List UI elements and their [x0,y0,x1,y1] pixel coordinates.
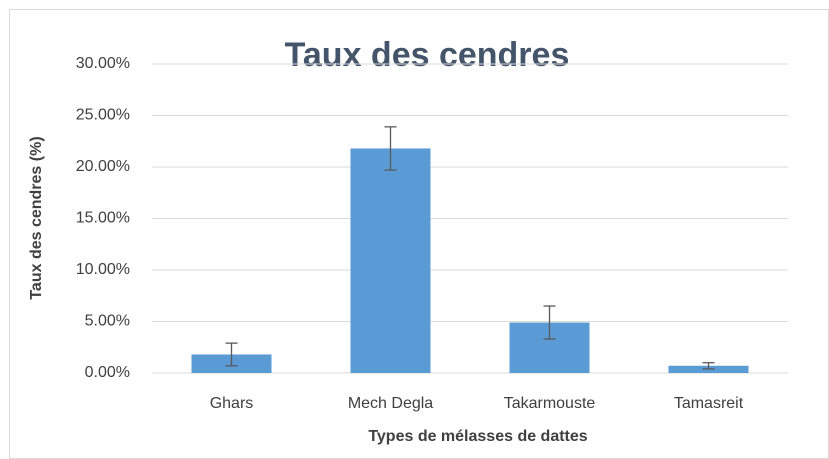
y-axis-label: Taux des cendres (%) [28,136,45,299]
error-bar [384,126,397,171]
x-tick-label: Ghars [210,395,254,412]
error-bar [702,362,715,370]
y-tick-label: 30.00% [76,55,130,72]
x-tick-label: Tamasreit [674,395,744,412]
y-tick-label: 15.00% [76,210,130,227]
y-tick-label: 20.00% [76,158,130,175]
x-tick-label: Mech Degla [348,395,433,412]
x-tick-label: Takarmouste [504,395,596,412]
y-tick-label: 5.00% [85,313,130,330]
error-bar [543,305,556,340]
chart-title: Taux des cendres [285,36,570,74]
error-bar [225,342,238,367]
y-tick-label: 0.00% [85,364,130,381]
y-tick-label: 25.00% [76,107,130,124]
y-tick-label: 10.00% [76,261,130,278]
x-axis-label: Types de mélasses de dattes [368,428,587,445]
bar [350,148,431,373]
